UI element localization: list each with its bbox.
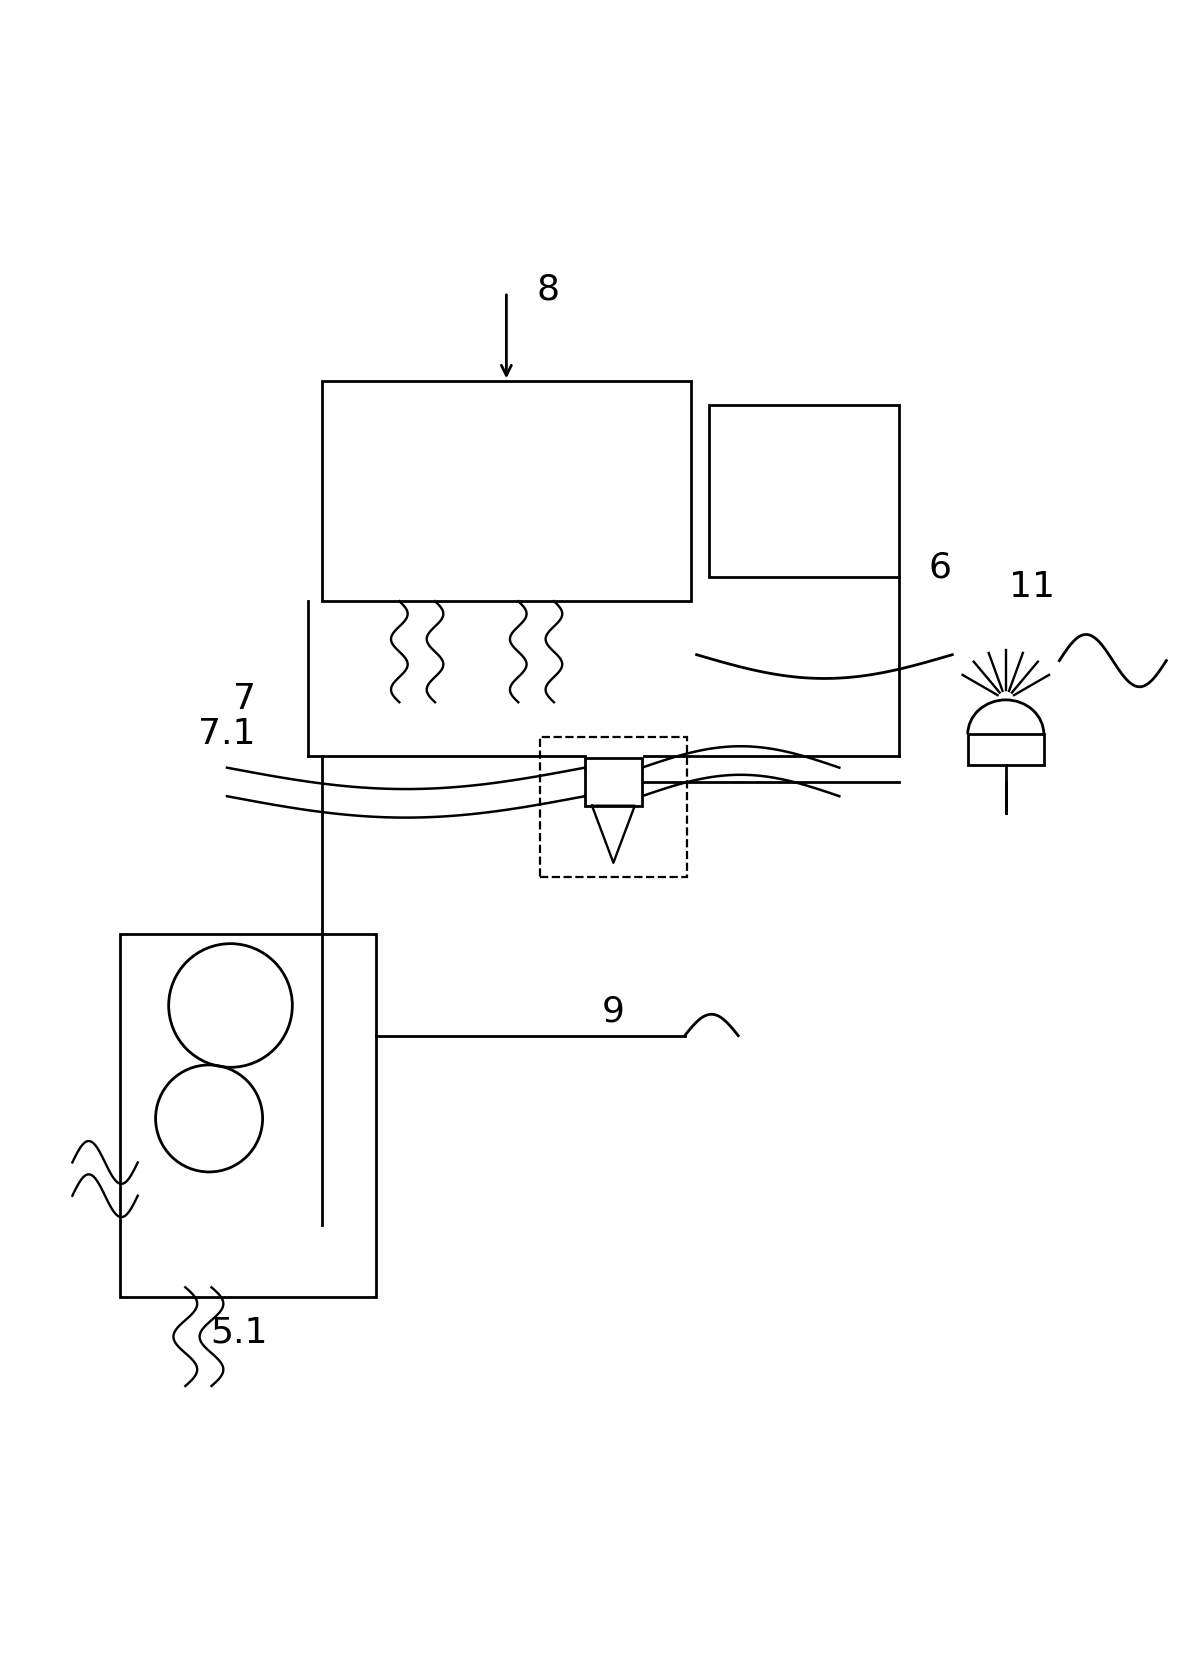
Text: 11: 11: [1009, 571, 1055, 604]
Text: 5.1: 5.1: [211, 1316, 267, 1349]
Bar: [540, 737, 687, 878]
Bar: [967, 735, 1044, 765]
Bar: [585, 758, 642, 805]
Bar: [709, 404, 899, 577]
Text: 6: 6: [929, 550, 952, 586]
Bar: [120, 935, 375, 1297]
Text: 8: 8: [537, 272, 559, 307]
Text: 7.1: 7.1: [198, 718, 256, 752]
Text: 7: 7: [233, 681, 256, 717]
Text: 9: 9: [602, 995, 624, 1029]
Bar: [322, 381, 691, 601]
